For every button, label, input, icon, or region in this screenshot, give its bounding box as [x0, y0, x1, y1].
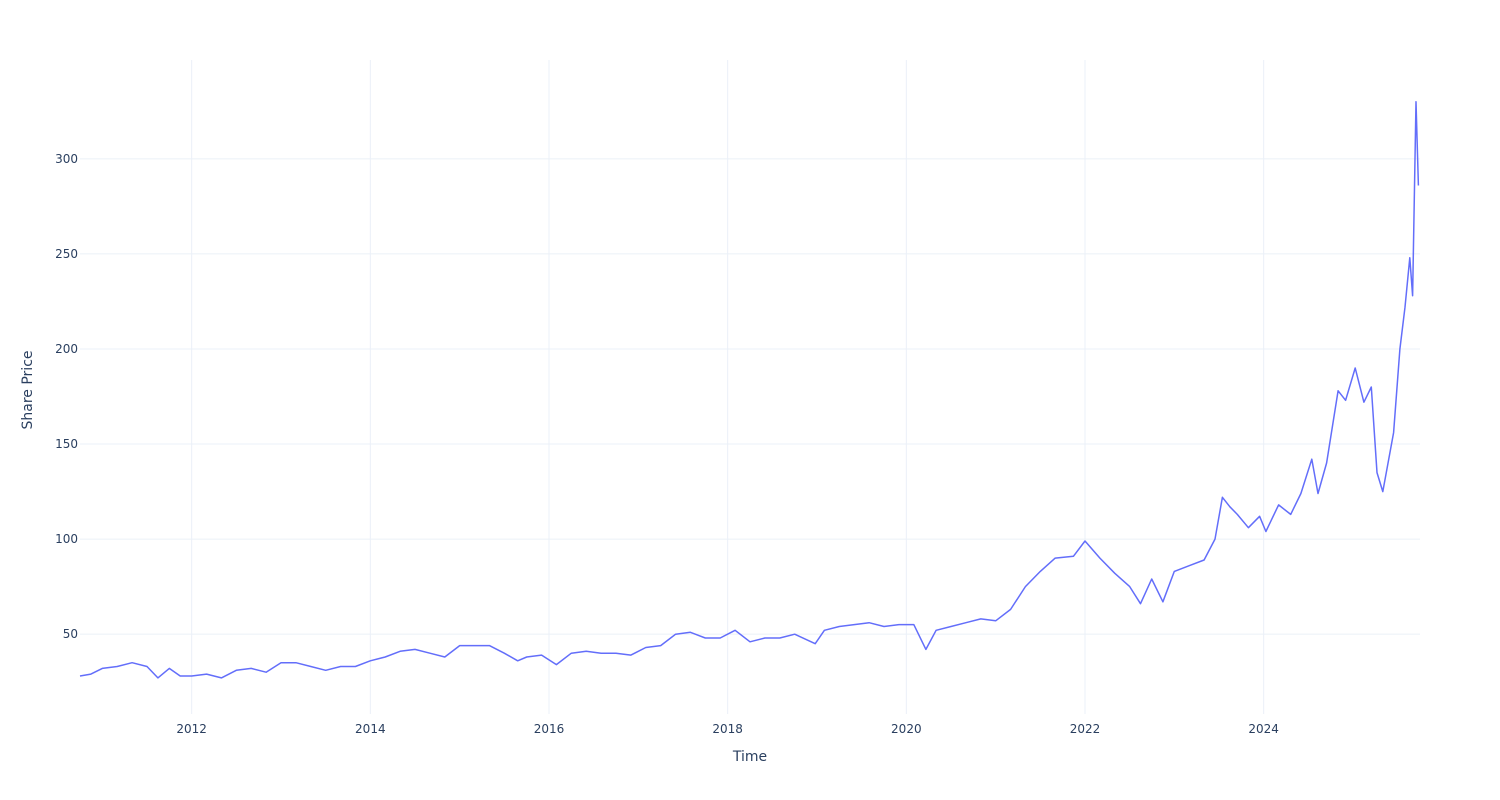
x-tick-label: 2022 [1070, 722, 1101, 736]
x-tick-label: 2020 [891, 722, 922, 736]
y-tick-label: 300 [55, 152, 78, 166]
y-tick-label: 200 [55, 342, 78, 356]
y-axis-title: Share Price [20, 350, 36, 429]
x-tick-label: 2016 [534, 722, 565, 736]
series-group [79, 101, 1420, 679]
y-tick-label: 250 [55, 247, 78, 261]
y-axis-ticks: 50 100 150 200 250 300 [55, 152, 78, 641]
x-tick-label: 2012 [176, 722, 207, 736]
y-tick-label: 150 [55, 437, 78, 451]
x-axis-title: Time [732, 749, 767, 765]
x-tick-label: 2024 [1248, 722, 1279, 736]
x-tick-label: 2014 [355, 722, 386, 736]
y-tick-label: 100 [55, 532, 78, 546]
price-line [79, 101, 1420, 679]
y-gridlines [80, 158, 1420, 635]
x-gridlines [191, 60, 1265, 714]
x-tick-label: 2018 [712, 722, 743, 736]
x-axis-ticks: 2012 2014 2016 2018 2020 2022 2024 [176, 722, 1279, 736]
y-tick-label: 50 [63, 627, 78, 641]
